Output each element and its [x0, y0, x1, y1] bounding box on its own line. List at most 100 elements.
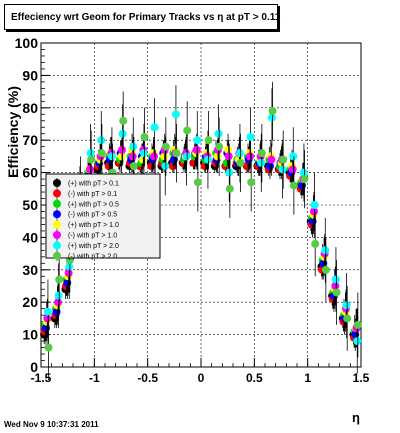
data-point — [86, 149, 95, 158]
data-point — [247, 178, 256, 187]
data-point — [321, 265, 330, 274]
data-point — [117, 152, 126, 161]
y-tick-label: 50 — [22, 197, 38, 213]
data-point — [353, 337, 362, 346]
data-point — [289, 152, 298, 161]
legend-marker — [53, 210, 61, 219]
chart-title: Effeciency wrt Geom for Primary Tracks v… — [4, 4, 280, 30]
y-axis-label: Efficiency (%) — [5, 86, 21, 178]
legend-marker — [53, 199, 61, 208]
y-tick-label: 100 — [15, 35, 39, 51]
data-point — [193, 178, 202, 187]
data-point — [235, 149, 244, 158]
data-point — [332, 288, 341, 297]
legend-marker — [53, 231, 61, 239]
data-point — [257, 158, 266, 167]
legend-label: (-) with pT > 0.1 — [68, 191, 117, 198]
x-tick-label: 0 — [198, 371, 205, 385]
data-point — [182, 152, 191, 161]
data-point — [118, 145, 126, 154]
x-tick-label: 0.5 — [246, 371, 263, 385]
legend-marker — [53, 251, 61, 260]
legend-label: (-) with pT > 0.5 — [68, 212, 117, 219]
data-point — [55, 275, 64, 284]
data-point — [54, 291, 63, 300]
grid-lines — [41, 43, 361, 367]
data-point — [311, 239, 320, 248]
y-tick-label: 70 — [22, 132, 38, 148]
data-point — [225, 168, 234, 177]
data-point — [279, 155, 288, 164]
legend-label: (+) with pT > 0.5 — [68, 201, 119, 208]
data-point — [299, 168, 308, 177]
data-point — [300, 175, 309, 184]
legend: (+) with pT > 0.1 (-) with pT > 0.1 (+) wi… — [45, 173, 161, 261]
data-point — [140, 132, 149, 141]
data-point — [161, 142, 170, 151]
data-point — [65, 262, 74, 271]
data-point — [150, 123, 159, 132]
y-tick-label: 10 — [22, 327, 38, 343]
legend-label: (-) with pT > 2.0 — [68, 253, 117, 260]
data-point — [193, 136, 202, 145]
data-point — [87, 155, 96, 164]
series-layer — [40, 81, 362, 380]
legend-entries: (+) with pT > 0.1 (-) with pT > 0.1 (+) wi… — [53, 178, 119, 261]
legend-marker — [53, 241, 61, 250]
data-point — [192, 145, 201, 154]
data-point — [129, 142, 138, 151]
data-point — [265, 162, 274, 171]
legend-label: (-) with pT > 1.0 — [68, 233, 117, 240]
legend-box — [45, 173, 161, 259]
data-point — [331, 282, 340, 290]
x-tick-label: -1 — [89, 371, 100, 385]
legend-marker — [53, 189, 61, 198]
data-point — [203, 155, 212, 164]
x-tick-label: 1 — [304, 371, 311, 385]
legend-label: (+) with pT > 2.0 — [68, 243, 119, 250]
x-tick-labels: -1.5 -1 -0.5 0 0.5 1 1.5 — [31, 371, 370, 385]
data-point — [107, 152, 116, 161]
x-tick-label: 1.5 — [353, 371, 370, 385]
data-point — [139, 149, 148, 158]
data-point — [289, 181, 298, 190]
data-point — [171, 110, 180, 119]
data-point — [310, 201, 319, 209]
data-point — [353, 320, 362, 329]
y-tick-label: 20 — [22, 294, 38, 310]
x-tick-label: -0.5 — [137, 371, 158, 385]
data-point — [278, 165, 287, 174]
x-tick-label: -1.5 — [31, 371, 52, 385]
data-point — [129, 162, 138, 171]
legend-marker — [53, 179, 61, 187]
legend-marker — [53, 220, 61, 229]
data-point — [44, 343, 53, 352]
x-axis-label: η — [352, 410, 360, 425]
data-point — [342, 301, 351, 310]
data-point — [204, 136, 213, 145]
data-point — [225, 184, 234, 193]
data-point — [43, 307, 52, 316]
data-point — [118, 129, 127, 138]
data-point — [172, 149, 181, 158]
data-point — [150, 152, 158, 161]
data-point — [343, 314, 352, 323]
data-point — [246, 132, 255, 141]
y-tick-label: 40 — [22, 229, 38, 245]
legend-label: (+) with pT > 1.0 — [68, 222, 119, 229]
series-7 — [43, 85, 362, 374]
data-point — [268, 107, 277, 116]
data-point — [321, 246, 330, 255]
data-point — [86, 165, 94, 174]
data-point — [161, 162, 170, 171]
data-point — [119, 116, 128, 125]
y-tick-label: 80 — [22, 100, 38, 116]
data-point — [267, 155, 276, 164]
data-point — [224, 152, 233, 161]
y-tick-labels: 0 10 20 30 40 50 60 70 80 90 100 — [15, 35, 39, 375]
data-point — [215, 142, 224, 151]
y-tick-label: 90 — [22, 67, 38, 83]
data-point — [310, 207, 318, 216]
timestamp-footer: Wed Nov 9 10:37:31 2011 — [4, 420, 99, 429]
